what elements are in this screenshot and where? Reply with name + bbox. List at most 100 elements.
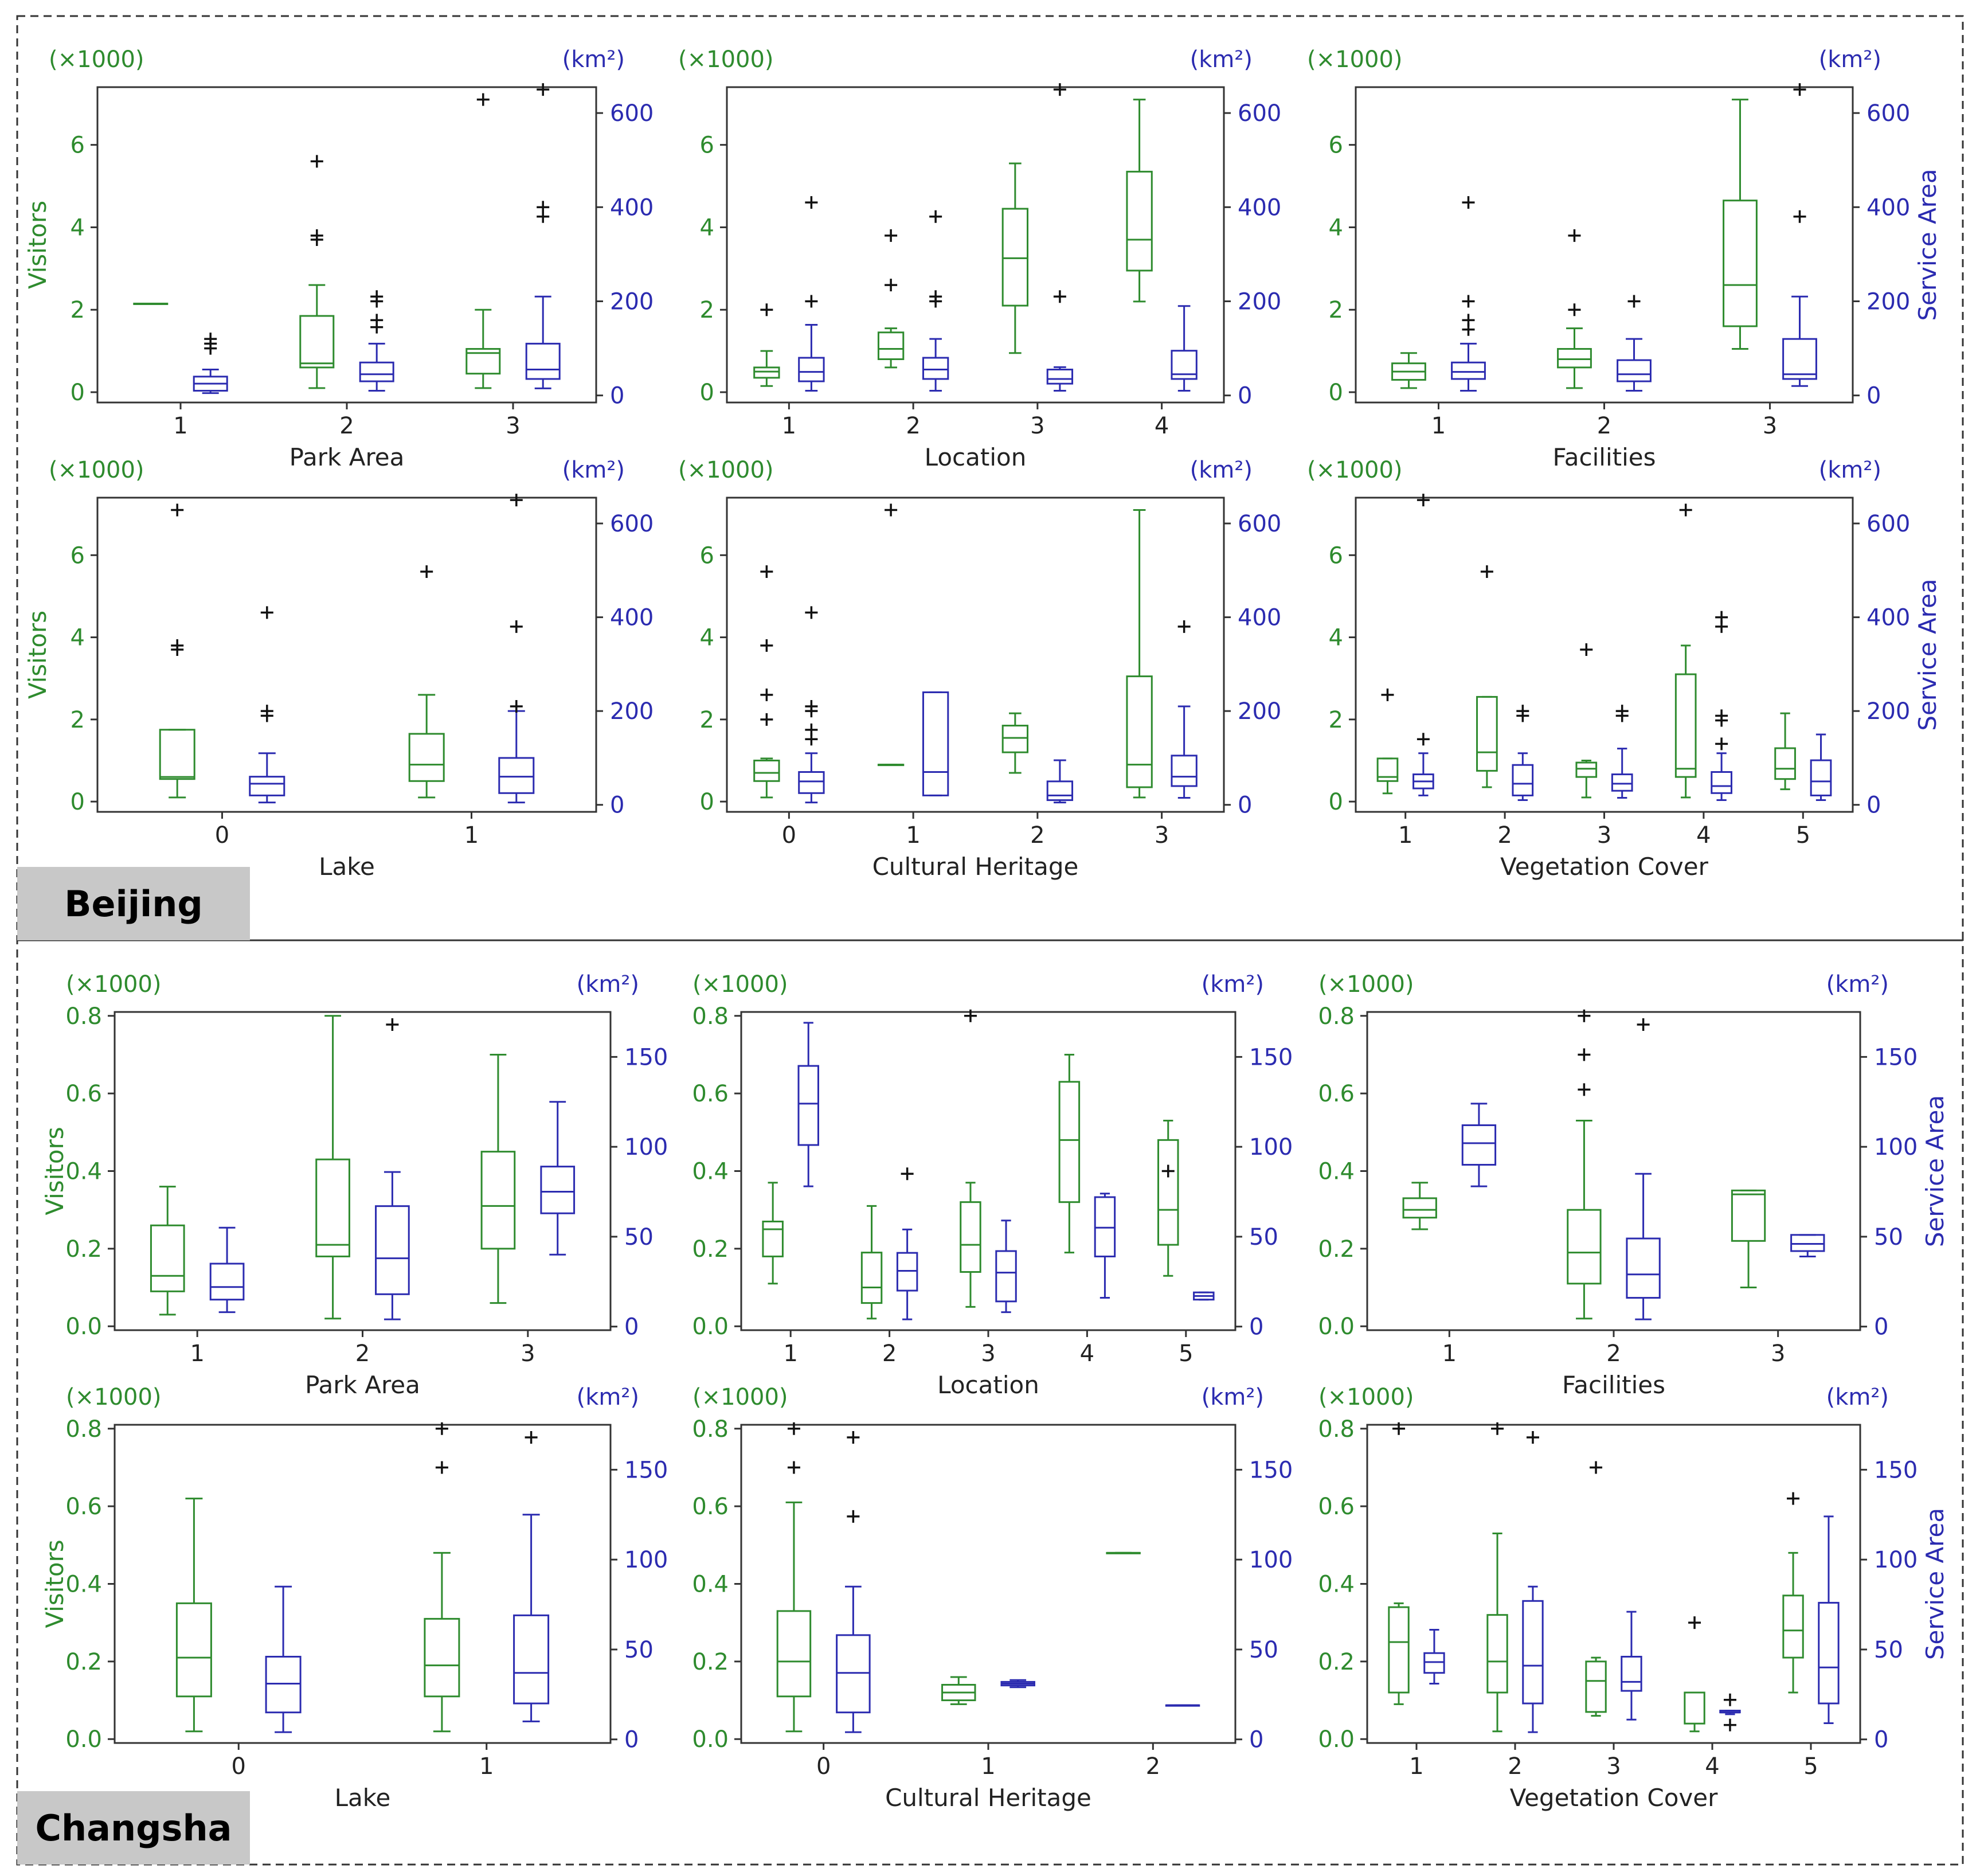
panel-5-left-tick-label: 0	[1329, 789, 1343, 815]
panel-1-visitors-0-box	[753, 366, 780, 379]
panel-1-service-area-1-outlier	[929, 210, 942, 223]
panel-1-x-tick-label: 4	[1155, 413, 1169, 439]
panel-5-service-area-2-box	[1611, 773, 1633, 792]
panel-3-left-tick-label: 2	[71, 707, 85, 733]
panel-5-left-unit: (×1000)	[1307, 457, 1403, 483]
panel-3-x-tick-label: 0	[215, 822, 229, 849]
panel-6-left-tick-label: 0.8	[65, 1003, 102, 1030]
panel-6-left-axis-label: Visitors	[41, 1127, 69, 1215]
panel-7-visitors-2-box	[960, 1201, 981, 1273]
panel-11-left-tick-label: 0.0	[1318, 1726, 1355, 1753]
panel-10-left-tick-label: 0.8	[692, 1416, 729, 1443]
panel-9-right-tick-label: 150	[624, 1457, 668, 1483]
panel-4-visitors-0-outlier	[760, 639, 773, 652]
panel-2-service-area-1-outlier	[1627, 295, 1641, 308]
panel-3-right-tick-label: 0	[610, 792, 624, 819]
panel-6-service-area-0-box	[209, 1263, 245, 1301]
panel-5-left-tick-label: 6	[1329, 542, 1343, 569]
panel-1-visitors-1-outlier	[885, 229, 898, 242]
panel-1-frame	[726, 86, 1225, 404]
panel-8-left-tick-label: 0.6	[1318, 1081, 1355, 1107]
panel-4-left-tick-label: 6	[700, 542, 714, 569]
panel-9-left-tick-label: 0.8	[65, 1416, 102, 1443]
panel-4-right-tick-label: 400	[1238, 605, 1281, 631]
panel-2-left-tick-label: 0	[1329, 380, 1343, 406]
panel-6-service-area-1-outlier	[386, 1018, 399, 1031]
panel-8-right-tick-label: 0	[1874, 1314, 1888, 1340]
panel-9-x-tick-label: 1	[479, 1753, 494, 1780]
panel-4-visitors-1-outlier	[885, 503, 898, 517]
panel-0-left-axis-label: Visitors	[24, 201, 52, 289]
panel-9-x-tick-label: 0	[232, 1753, 246, 1780]
panel-6-right-unit: (km²)	[577, 971, 639, 998]
panel-0-left-tick-label: 0	[71, 380, 85, 406]
panel-1-right-tick-label: 200	[1238, 289, 1281, 315]
panel-4-service-area-0-outlier	[805, 606, 818, 619]
panel-2-service-area-0-box	[1451, 361, 1486, 380]
panel-8-left-tick-label: 0.0	[1318, 1314, 1355, 1340]
panel-10-left-tick-label: 0.0	[692, 1726, 729, 1753]
panel-1-right-tick-label: 600	[1238, 100, 1281, 127]
panel-1-visitors-1-outlier	[885, 279, 898, 292]
panel-8-right-axis-label: Service Area	[1921, 1095, 1949, 1247]
panel-5-right-tick-label: 0	[1866, 792, 1881, 819]
panel-5-frame	[1355, 497, 1854, 813]
panel-2-x-tick-label: 3	[1763, 413, 1777, 439]
panel-1-service-area-2-box	[1046, 369, 1074, 385]
panel-8-right-tick-label: 150	[1874, 1044, 1918, 1070]
panel-10-visitors-0-box	[776, 1610, 812, 1698]
panel-8-right-unit: (km²)	[1826, 971, 1889, 998]
panel-11-frame	[1366, 1424, 1861, 1744]
panel-7-frame	[740, 1011, 1236, 1331]
panel-9-left-tick-label: 0.6	[65, 1494, 102, 1520]
panel-0-right-tick-label: 400	[610, 194, 654, 221]
panel-6-right-tick-label: 0	[624, 1314, 639, 1340]
panel-9-service-area-0-box	[265, 1655, 302, 1714]
panel-1-service-area-2-outlier	[1053, 83, 1066, 96]
panel-0-visitors-2-box	[465, 348, 501, 375]
panel-11-visitors-0-box	[1388, 1606, 1410, 1694]
panel-1-left-tick-label: 4	[700, 214, 714, 241]
panel-9-left-tick-label: 0.2	[65, 1649, 102, 1675]
panel-11-right-tick-label: 0	[1874, 1727, 1888, 1753]
panel-0-left-tick-label: 2	[71, 297, 85, 323]
panel-11-visitors-1-outlier	[1491, 1422, 1504, 1435]
panel-5-visitors-3-box	[1674, 673, 1697, 778]
panel-11-service-area-2-box	[1621, 1655, 1642, 1692]
panel-2-x-axis-label: Facilities	[1553, 443, 1656, 471]
panel-0-x-axis-label: Park Area	[289, 443, 405, 471]
panel-4-right-tick-label: 600	[1238, 511, 1281, 537]
panel-4-x-tick-label: 3	[1155, 822, 1169, 849]
panel-7-service-area-2-box	[995, 1250, 1017, 1303]
panel-0-right-tick-label: 0	[610, 383, 624, 409]
panel-1-right-tick-label: 400	[1238, 194, 1281, 221]
panel-9-x-axis-label: Lake	[335, 1784, 391, 1812]
panel-6-service-area-1-box	[375, 1205, 410, 1295]
panel-0-visitors-1-box	[299, 315, 335, 369]
panel-1-visitors-2-box	[1001, 208, 1029, 307]
panel-2-left-tick-label: 4	[1329, 214, 1343, 241]
panel-8-visitors-1-outlier	[1578, 1009, 1591, 1022]
panel-11-x-tick-label: 4	[1705, 1753, 1719, 1780]
panel-6-x-tick-label: 1	[190, 1340, 204, 1367]
region-frame-beijing	[16, 15, 1964, 941]
panel-0-left-unit: (×1000)	[49, 46, 144, 73]
region-label-changsha: Changsha	[17, 1791, 250, 1865]
panel-1-right-unit: (km²)	[1190, 46, 1253, 73]
panel-5-right-unit: (km²)	[1819, 457, 1881, 483]
panel-3-right-tick-label: 600	[610, 511, 654, 537]
panel-3-left-tick-label: 0	[71, 789, 85, 815]
panel-7-x-tick-label: 2	[882, 1340, 897, 1367]
panel-5-left-tick-label: 4	[1329, 625, 1343, 651]
panel-11-x-axis-label: Vegetation Cover	[1510, 1784, 1719, 1812]
panel-8-right-tick-label: 50	[1874, 1224, 1903, 1250]
panel-3-service-area-1-outlier	[510, 494, 523, 507]
panel-11-visitors-1-box	[1486, 1614, 1508, 1694]
panel-11-left-tick-label: 0.8	[1318, 1416, 1355, 1443]
panel-8-x-tick-label: 2	[1606, 1340, 1621, 1367]
panel-2-left-tick-label: 6	[1329, 132, 1343, 159]
panel-8-service-area-1-box	[1626, 1237, 1661, 1299]
panel-8-left-tick-label: 0.8	[1318, 1003, 1355, 1030]
panel-0-visitors-1-outlier	[310, 155, 323, 168]
panel-1-left-unit: (×1000)	[678, 46, 774, 73]
